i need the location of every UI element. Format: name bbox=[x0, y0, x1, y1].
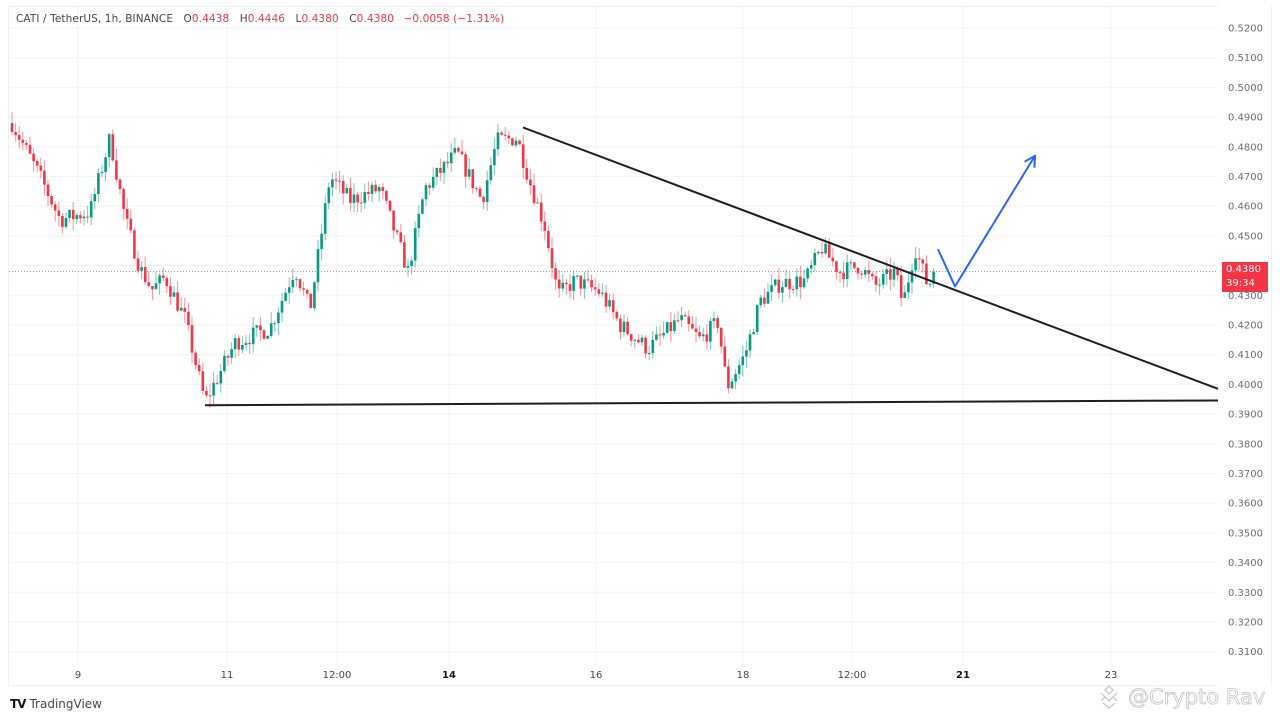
bar-countdown: 39:34 bbox=[1226, 278, 1255, 289]
svg-text:0.3600: 0.3600 bbox=[1228, 499, 1263, 510]
svg-text:0.3200: 0.3200 bbox=[1228, 618, 1263, 629]
svg-text:12:00: 12:00 bbox=[838, 670, 867, 681]
horizontal-support-line[interactable] bbox=[204, 399, 1219, 407]
binance-square-icon bbox=[1100, 685, 1118, 709]
svg-text:12:00: 12:00 bbox=[323, 670, 352, 681]
svg-text:0.4900: 0.4900 bbox=[1228, 113, 1263, 124]
price-axis-labels: 0.5200 0.5100 0.5000 0.4900 0.4800 0.4700 0.46… bbox=[1228, 24, 1263, 659]
svg-text:0.3500: 0.3500 bbox=[1228, 528, 1263, 539]
bullish-projection-arrow[interactable] bbox=[937, 155, 1036, 288]
svg-text:0.3700: 0.3700 bbox=[1228, 469, 1263, 480]
svg-text:18: 18 bbox=[737, 670, 750, 681]
low-value: 0.4380 bbox=[301, 13, 339, 25]
symbol-legend: CATI / TetherUS, 1h, BINANCE O0.4438 H0.… bbox=[16, 13, 504, 25]
price-axis[interactable] bbox=[1218, 6, 1272, 686]
drawings[interactable] bbox=[204, 126, 1219, 407]
svg-text:0.4700: 0.4700 bbox=[1228, 172, 1263, 183]
svg-text:0.4300: 0.4300 bbox=[1228, 291, 1263, 302]
svg-text:0.5200: 0.5200 bbox=[1228, 24, 1263, 35]
time-axis-labels: 9 11 12:00 14 16 18 12:00 21 23 bbox=[75, 670, 1118, 681]
descending-resistance-line[interactable] bbox=[522, 126, 1219, 390]
svg-text:0.4500: 0.4500 bbox=[1228, 231, 1263, 242]
svg-text:0.3800: 0.3800 bbox=[1228, 439, 1263, 450]
change-value: −0.0058 (−1.31%) bbox=[403, 13, 505, 25]
high-value: 0.4446 bbox=[247, 13, 286, 25]
svg-text:16: 16 bbox=[590, 670, 603, 681]
svg-text:0.3400: 0.3400 bbox=[1228, 558, 1263, 569]
svg-text:14: 14 bbox=[442, 670, 456, 681]
svg-text:0.4800: 0.4800 bbox=[1228, 142, 1263, 153]
last-price-tag: 0.4380 39:34 bbox=[1222, 262, 1268, 292]
watermark-text: @Crypto Rav bbox=[1128, 685, 1266, 710]
watermark: @Crypto Rav bbox=[1096, 684, 1266, 710]
svg-text:0.3900: 0.3900 bbox=[1228, 410, 1263, 421]
svg-text:9: 9 bbox=[75, 670, 81, 681]
svg-text:21: 21 bbox=[956, 670, 970, 681]
open-value: 0.4438 bbox=[191, 13, 230, 25]
grid-lines bbox=[9, 7, 1218, 662]
svg-text:0.4100: 0.4100 bbox=[1228, 350, 1263, 361]
svg-text:0.4000: 0.4000 bbox=[1228, 380, 1263, 391]
tradingview-logo-icon: 𝗧𝗩 bbox=[10, 697, 27, 711]
svg-text:0.5000: 0.5000 bbox=[1228, 83, 1263, 94]
svg-text:0.4200: 0.4200 bbox=[1228, 321, 1263, 332]
svg-text:0.3100: 0.3100 bbox=[1228, 647, 1263, 658]
open-key: O bbox=[183, 13, 192, 25]
tradingview-logo[interactable]: 𝗧𝗩 TradingView bbox=[10, 697, 102, 711]
last-price: 0.4380 bbox=[1226, 264, 1261, 275]
svg-text:23: 23 bbox=[1105, 670, 1118, 681]
svg-text:0.5100: 0.5100 bbox=[1228, 53, 1263, 64]
close-key: C bbox=[349, 13, 357, 25]
chart-pane[interactable] bbox=[8, 6, 1218, 686]
svg-text:0.4600: 0.4600 bbox=[1228, 202, 1263, 213]
low-key: L bbox=[295, 13, 302, 25]
arrow-head-icon bbox=[1024, 154, 1036, 168]
high-key: H bbox=[239, 13, 248, 25]
close-value: 0.4380 bbox=[356, 13, 395, 25]
svg-text:0.3300: 0.3300 bbox=[1228, 588, 1263, 599]
candles bbox=[10, 112, 935, 408]
svg-text:11: 11 bbox=[221, 670, 234, 681]
tradingview-logo-text: TradingView bbox=[29, 697, 102, 711]
symbol-title[interactable]: CATI / TetherUS, 1h, BINANCE bbox=[16, 13, 174, 25]
